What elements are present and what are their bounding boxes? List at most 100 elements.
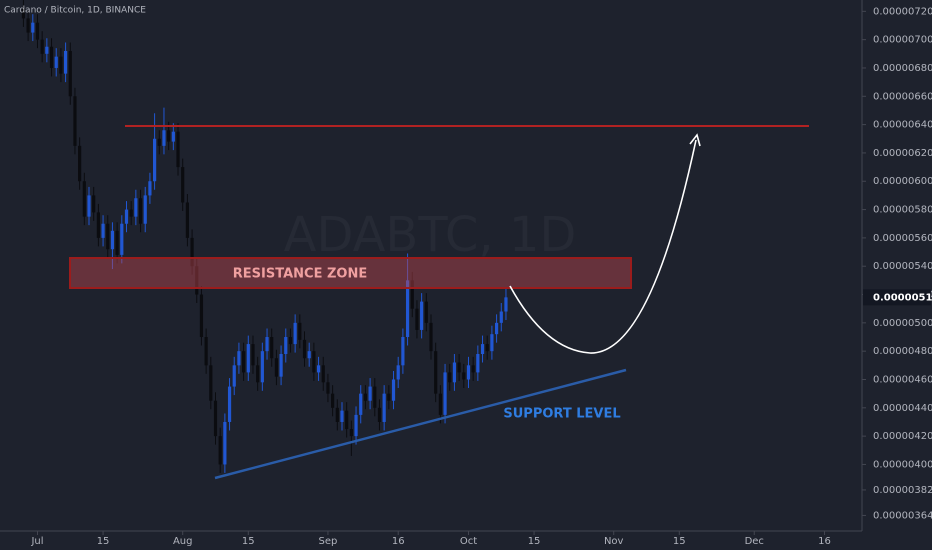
candle-body [363,393,368,401]
candle-body [293,322,297,345]
candle-body [429,322,433,352]
y-tick-label: 0.00000560 [873,233,932,244]
candle-body [490,334,494,352]
y-tick-label: 0.00000500 [873,318,932,329]
candle-body [87,195,91,217]
candle-body [152,138,157,182]
candle-body [49,46,54,68]
candle-body [96,212,100,238]
candle-body [405,280,410,338]
x-tick-label: Sep [319,536,338,547]
candle-body [148,181,152,196]
candle-body [78,145,82,182]
candle-body [485,344,489,352]
candles [21,0,508,473]
candle-body [209,365,213,401]
support-line [214,368,627,480]
candle-body [368,386,372,401]
candle-body [354,414,358,437]
candle-body [335,407,339,422]
candle-body [213,400,218,437]
candle-body [494,322,499,335]
candle-body [73,96,77,146]
x-tick-label: 15 [242,536,255,547]
candle-body [218,436,222,465]
candle-body [92,195,96,213]
candle-body [420,301,424,330]
x-tick-label: Dec [745,536,764,547]
candle-body [307,351,311,359]
y-tick-label: 0.00000600 [873,176,932,187]
candle-body [171,131,175,142]
candle-body [190,237,194,267]
candle-body [232,365,236,387]
candle-body [438,393,442,415]
x-tick-label: 16 [818,536,831,547]
x-tick-label: Jul [30,536,43,547]
candle-body [26,18,30,33]
candle-body [279,354,283,377]
candle-body [359,393,363,415]
candle-body [246,344,250,373]
candle-body [162,130,166,146]
candle-body [396,365,400,380]
candle-body [237,351,241,366]
last-price-label: 0.00000518 [873,292,932,303]
candle-body [312,351,316,373]
candle-body [462,372,466,380]
x-tick-label: Aug [173,536,193,547]
candle-body [443,372,447,415]
candle-body [480,344,485,354]
candle-body [101,223,105,238]
candle-body [302,339,307,359]
y-tick-label: 0.00000660 [873,91,932,102]
candle-body [45,46,49,54]
candle-body [68,50,72,97]
candle-body [35,22,40,40]
candle-body [21,8,26,19]
arrow-head [689,133,701,147]
y-tick-label: 0.00000480 [873,346,932,357]
candle-body [223,421,227,465]
candle-body [321,365,325,383]
candle-body [40,39,44,54]
candle-body [387,393,391,401]
candle-body [138,198,143,224]
candle-body [466,365,471,380]
candle-body [274,358,279,377]
candle-body [316,365,321,373]
x-tick-label: 16 [392,536,405,547]
x-tick-label: Nov [604,536,624,547]
y-tick-label: 0.00000700 [873,35,932,46]
y-tick-label: 0.00000620 [873,148,932,159]
candle-body [157,138,161,146]
candle-body [120,223,124,255]
x-tick-label: 15 [673,536,686,547]
y-tick-label: 0.00000580 [873,205,932,216]
resistance-label: RESISTANCE ZONE [233,267,367,282]
candle-body [424,301,428,323]
candle-body [115,230,119,255]
candle-body [284,337,288,354]
y-tick-label: 0.00000440 [873,403,932,414]
candle-body [265,337,269,352]
candle-body [63,50,68,74]
candle-body [504,297,508,312]
candle-body [476,354,480,373]
resistance-zone [69,257,632,289]
candle-body [134,198,138,217]
candle-body [82,181,86,217]
candle-body [256,365,260,383]
candle-body [129,209,133,217]
candle-body [401,337,405,366]
candle-body [382,393,386,422]
candle-body [106,223,110,250]
y-tick-label: 0.00000420 [873,431,932,442]
candle-body [373,386,377,408]
candle-body [448,372,452,383]
candle-body [326,382,330,394]
candle-body [227,386,232,422]
candle-body [59,56,63,74]
